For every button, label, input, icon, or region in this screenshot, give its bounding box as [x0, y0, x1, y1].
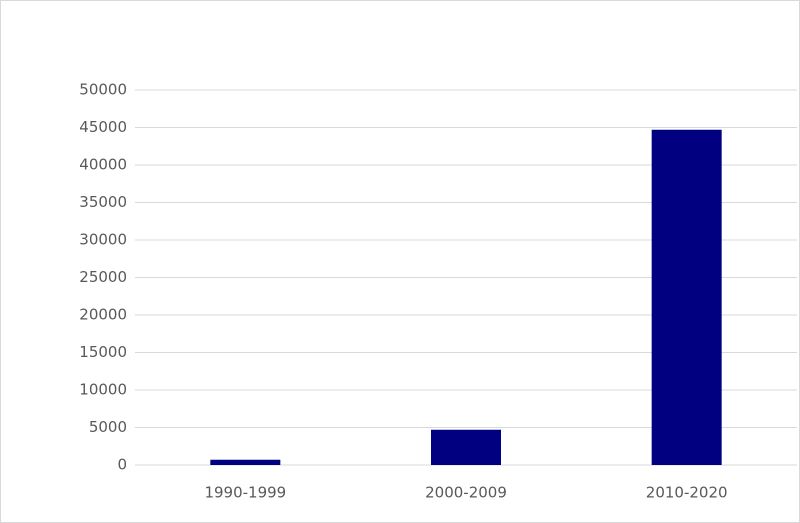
y-tick-label: 50000 — [79, 81, 127, 99]
y-tick-label: 10000 — [79, 381, 127, 399]
bar — [210, 459, 281, 465]
bar — [651, 129, 722, 465]
y-tick-label: 15000 — [79, 343, 127, 361]
x-tick-label: 2000-2009 — [425, 484, 507, 502]
x-tick-label: 2010-2020 — [646, 484, 728, 502]
y-tick-label: 25000 — [79, 268, 127, 286]
y-tick-label: 40000 — [79, 156, 127, 174]
y-tick-label: 0 — [117, 456, 127, 474]
y-tick-label: 20000 — [79, 306, 127, 324]
y-tick-label: 30000 — [79, 231, 127, 249]
y-tick-label: 35000 — [79, 193, 127, 211]
y-tick-label: 5000 — [89, 418, 127, 436]
bar — [431, 429, 501, 465]
y-tick-label: 45000 — [79, 118, 127, 136]
x-tick-label: 1990-1999 — [204, 484, 286, 502]
